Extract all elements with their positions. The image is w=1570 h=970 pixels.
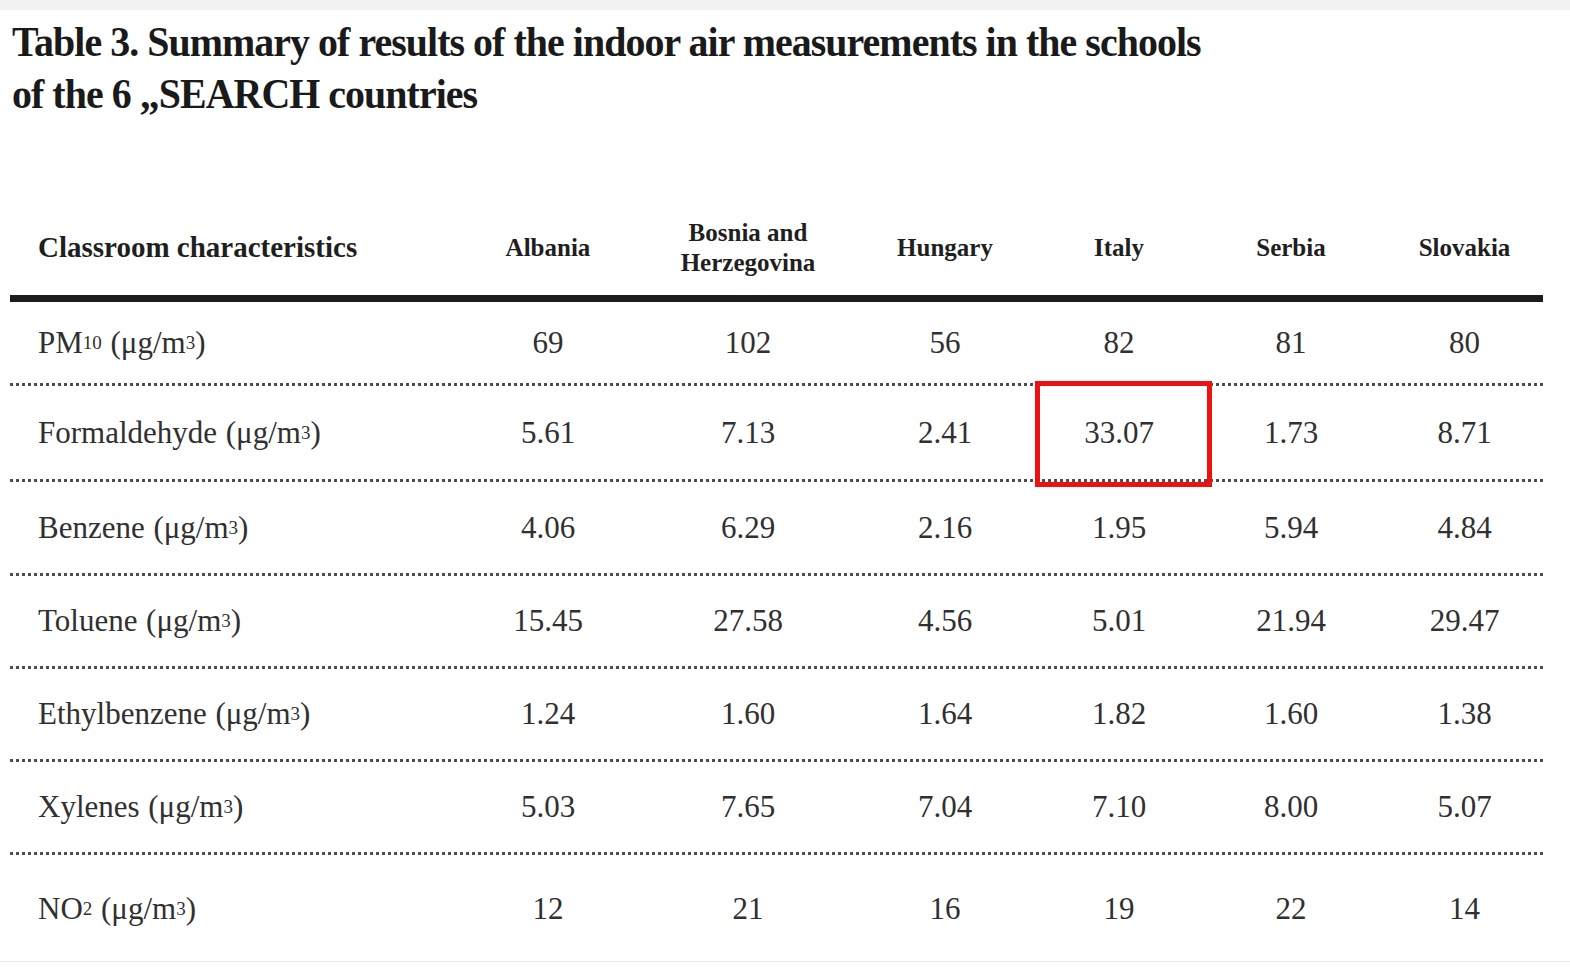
table-cell: 7.65	[648, 762, 848, 852]
column-header-albania: Albania	[448, 200, 648, 295]
unit-close: )	[231, 603, 241, 639]
table-cell: 7.10	[1042, 762, 1196, 852]
unit-text: (μg/m	[153, 510, 228, 546]
table-cell: 56	[848, 302, 1042, 383]
row-label: Benzene(μg/m3)	[10, 482, 448, 573]
table-cell: 1.60	[1196, 669, 1386, 759]
table-cell: 80	[1386, 302, 1543, 383]
unit-close: )	[300, 696, 310, 732]
table-row-benzene: Benzene(μg/m3) 4.06 6.29 2.16 1.95 5.94 …	[10, 482, 1543, 576]
table-cell: 1.24	[448, 669, 648, 759]
table-cell: 5.01	[1042, 576, 1196, 666]
table-cell: 81	[1196, 302, 1386, 383]
table-cell: 12	[448, 855, 648, 963]
table-cell: 4.84	[1386, 482, 1543, 573]
unit-text: (μg/m	[215, 696, 290, 732]
row-label: Toluene(μg/m3)	[10, 576, 448, 666]
column-header-italy: Italy	[1042, 200, 1196, 295]
chemical-name: NO	[38, 891, 83, 927]
table-cell: 5.03	[448, 762, 648, 852]
table-cell: 4.06	[448, 482, 648, 573]
table-cell: 19	[1042, 855, 1196, 963]
row-label: Xylenes(μg/m3)	[10, 762, 448, 852]
results-table: Classroom characteristics Albania Bosnia…	[10, 200, 1543, 963]
table-cell: 1.95	[1042, 482, 1196, 573]
table-cell: 5.94	[1196, 482, 1386, 573]
table-cell: 15.45	[448, 576, 648, 666]
unit-text: (μg/m	[146, 603, 221, 639]
table-row-no2: NO2(μg/m3) 12 21 16 19 22 14	[10, 855, 1543, 963]
row-label: NO2(μg/m3)	[10, 855, 448, 963]
unit-close: )	[310, 415, 320, 451]
unit-close: )	[233, 789, 243, 825]
table-cell: 7.13	[648, 386, 848, 479]
table-title: Table 3. Summary of results of the indoo…	[12, 16, 1437, 120]
chemical-name: PM	[38, 325, 83, 361]
table-row-toluene: Toluene(μg/m3) 15.45 27.58 4.56 5.01 21.…	[10, 576, 1543, 669]
table-cell: 1.73	[1196, 386, 1386, 479]
column-header-hungary: Hungary	[848, 200, 1042, 295]
table-cell: 8.71	[1386, 386, 1543, 479]
table-header-row: Classroom characteristics Albania Bosnia…	[10, 200, 1543, 302]
table-cell: 6.29	[648, 482, 848, 573]
row-label: PM10(μg/m3)	[10, 302, 448, 383]
table-cell: 5.07	[1386, 762, 1543, 852]
table-cell: 7.04	[848, 762, 1042, 852]
table-cell: 8.00	[1196, 762, 1386, 852]
unit-text: (μg/m	[110, 325, 185, 361]
table-cell: 29.47	[1386, 576, 1543, 666]
table-cell: 1.60	[648, 669, 848, 759]
unit-close: )	[238, 510, 248, 546]
column-header-slovakia: Slovakia	[1386, 200, 1543, 295]
chemical-name: Toluene	[38, 603, 137, 639]
column-header-bosnia-and-herzegovina: Bosnia and Herzegovina	[648, 200, 848, 295]
unit-close: )	[195, 325, 205, 361]
table-cell: 22	[1196, 855, 1386, 963]
page-top-edge	[0, 0, 1570, 10]
chemical-name: Benzene	[38, 510, 145, 546]
table-cell: 16	[848, 855, 1042, 963]
chemical-name: Xylenes	[38, 789, 140, 825]
row-label: Formaldehyde(μg/m3)	[10, 386, 448, 479]
table-cell: 1.82	[1042, 669, 1196, 759]
table-cell: 102	[648, 302, 848, 383]
table-title-line1: Table 3. Summary of results of the indoo…	[12, 16, 1437, 68]
table-cell: 4.56	[848, 576, 1042, 666]
table-cell: 69	[448, 302, 648, 383]
chemical-name: Ethylbenzene	[38, 696, 207, 732]
table-cell: 2.16	[848, 482, 1042, 573]
table-cell: 1.38	[1386, 669, 1543, 759]
table-row-ethylbenzene: Ethylbenzene(μg/m3) 1.24 1.60 1.64 1.82 …	[10, 669, 1543, 762]
page-bottom-edge	[0, 961, 1570, 962]
table-cell: 1.64	[848, 669, 1042, 759]
table-cell: 2.41	[848, 386, 1042, 479]
table-cell: 21	[648, 855, 848, 963]
unit-close: )	[186, 891, 196, 927]
unit-text: (μg/m	[101, 891, 176, 927]
table-row-pm10: PM10(μg/m3) 69 102 56 82 81 80	[10, 302, 1543, 386]
column-header-serbia: Serbia	[1196, 200, 1386, 295]
chemical-name: Formaldehyde	[38, 415, 217, 451]
table-row-formaldehyde: Formaldehyde(μg/m3) 5.61 7.13 2.41 33.07…	[10, 386, 1543, 482]
row-label: Ethylbenzene(μg/m3)	[10, 669, 448, 759]
table-row-xylenes: Xylenes(μg/m3) 5.03 7.65 7.04 7.10 8.00 …	[10, 762, 1543, 855]
table-cell: 14	[1386, 855, 1543, 963]
table-cell: 5.61	[448, 386, 648, 479]
table-cell: 21.94	[1196, 576, 1386, 666]
paper-page: Table 3. Summary of results of the indoo…	[0, 0, 1570, 970]
unit-text: (μg/m	[148, 789, 223, 825]
table-title-line2: of the 6 „SEARCH countries	[12, 68, 1437, 120]
highlight-box	[1035, 381, 1212, 487]
unit-text: (μg/m	[226, 415, 301, 451]
table-cell: 82	[1042, 302, 1196, 383]
table-cell: 27.58	[648, 576, 848, 666]
column-header-classroom-characteristics: Classroom characteristics	[10, 200, 448, 295]
